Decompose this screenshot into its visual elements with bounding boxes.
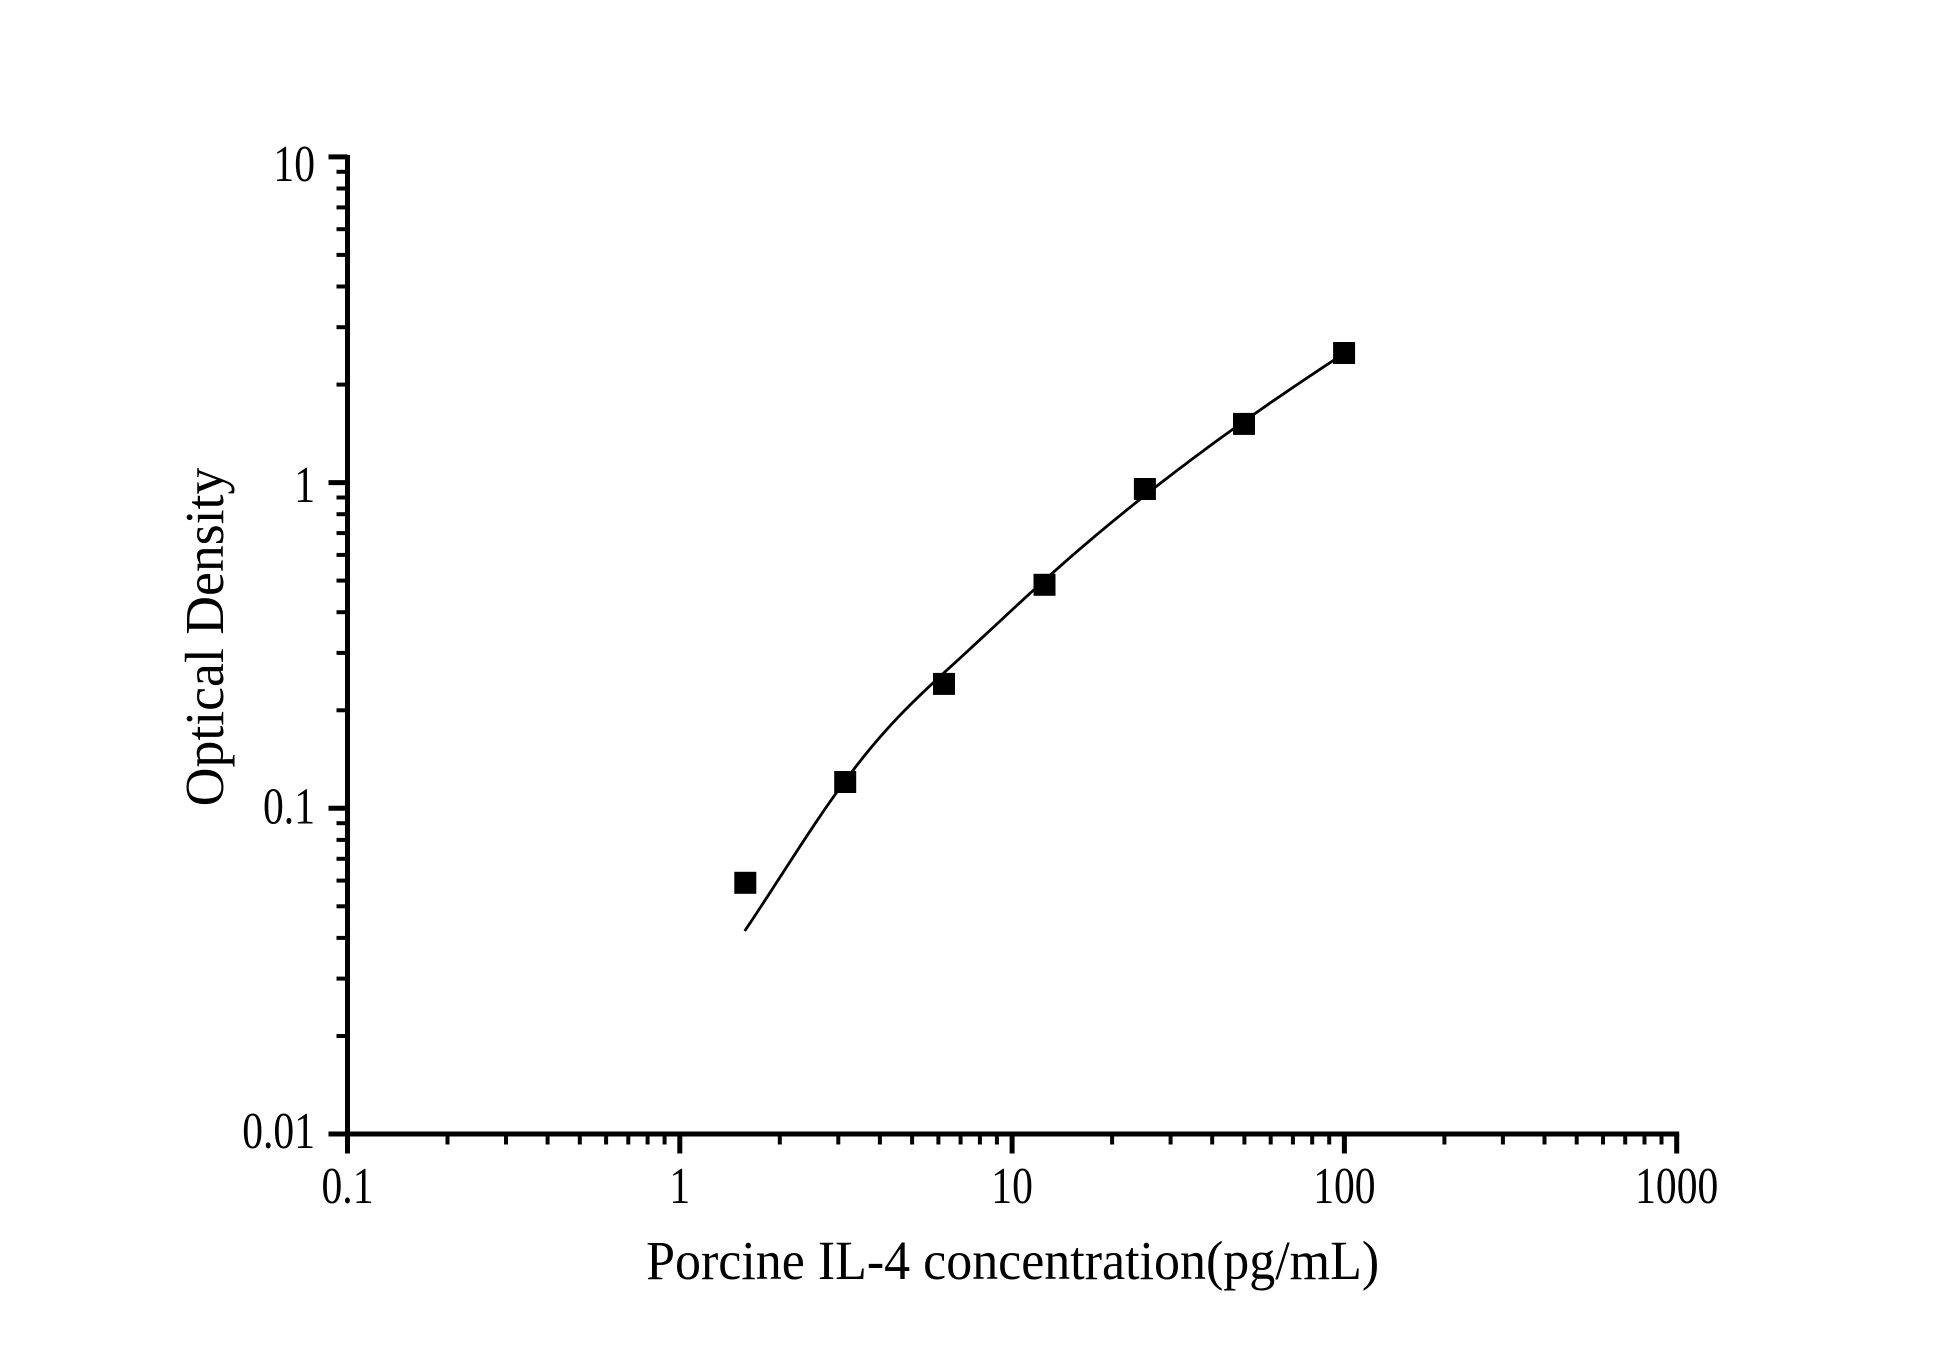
svg-text:1: 1 <box>294 457 315 514</box>
svg-text:0.1: 0.1 <box>322 1158 374 1215</box>
svg-text:0.01: 0.01 <box>242 1103 315 1160</box>
svg-text:Optical Density: Optical Density <box>174 468 235 807</box>
svg-text:10: 10 <box>273 136 315 193</box>
svg-text:0.1: 0.1 <box>263 778 315 835</box>
svg-text:1000: 1000 <box>1635 1158 1718 1215</box>
svg-text:100: 100 <box>1313 1158 1375 1215</box>
svg-text:1: 1 <box>669 1158 690 1215</box>
svg-text:Porcine IL-4 concentration(pg/: Porcine IL-4 concentration(pg/mL) <box>646 1230 1379 1292</box>
svg-text:10: 10 <box>991 1158 1033 1215</box>
